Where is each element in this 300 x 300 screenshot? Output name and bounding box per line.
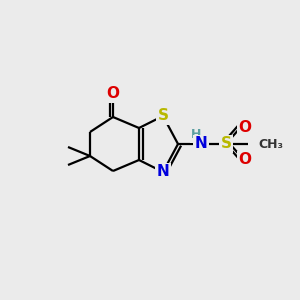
Text: O: O: [106, 86, 119, 101]
Text: H: H: [191, 128, 201, 142]
Text: O: O: [238, 121, 251, 136]
Text: S: S: [220, 136, 232, 152]
Text: CH₃: CH₃: [258, 137, 283, 151]
Text: S: S: [158, 109, 169, 124]
Text: N: N: [157, 164, 169, 179]
Text: N: N: [195, 136, 207, 152]
Text: O: O: [238, 152, 251, 167]
